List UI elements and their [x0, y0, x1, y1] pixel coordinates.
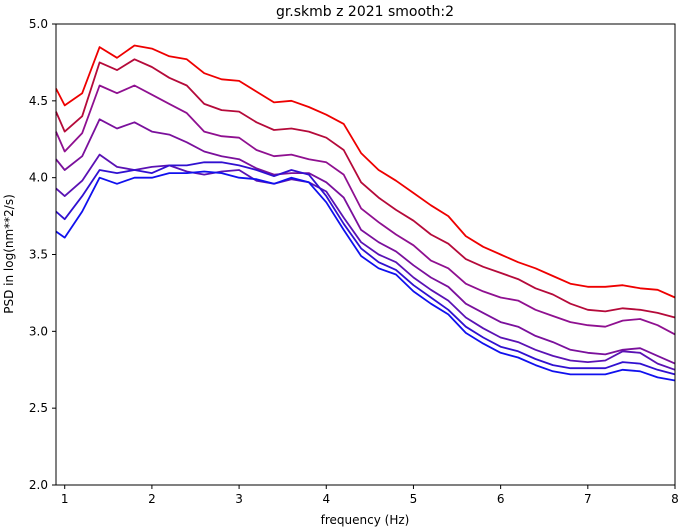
x-tick-label: 8	[671, 492, 679, 506]
y-tick-label: 2.0	[29, 478, 48, 492]
x-tick-label: 3	[235, 492, 243, 506]
chart-title: gr.skmb z 2021 smooth:2	[276, 4, 454, 20]
x-tick-label: 6	[497, 492, 505, 506]
y-tick-label: 5.0	[29, 17, 48, 31]
x-tick-label: 7	[584, 492, 592, 506]
y-tick-label: 3.0	[29, 324, 48, 338]
series-layer	[55, 44, 676, 382]
y-tick-label: 2.5	[29, 401, 48, 415]
x-tick-label: 5	[410, 492, 418, 506]
x-axis-label: frequency (Hz)	[321, 513, 410, 527]
series-line-4	[55, 118, 676, 365]
y-tick-label: 3.5	[29, 248, 48, 262]
series-line-7	[55, 170, 676, 382]
x-tick-label: 4	[322, 492, 330, 506]
y-tick-label: 4.0	[29, 171, 48, 185]
x-tick-label: 1	[61, 492, 69, 506]
x-tick-label: 2	[148, 492, 156, 506]
x-axis-ticks: 1 2 3 4 5 6 7 8	[61, 485, 679, 506]
series-line-5	[55, 153, 676, 371]
series-line-2	[55, 58, 676, 319]
series-line-1	[55, 44, 676, 299]
series-line-3	[55, 84, 676, 336]
y-axis-ticks: 2.0 2.5 3.0 3.5 4.0 4.5 5.0	[29, 17, 56, 492]
y-tick-label: 4.5	[29, 94, 48, 108]
series-line-6	[55, 161, 676, 376]
y-axis-label: PSD in log(nm**2/s)	[2, 194, 16, 314]
